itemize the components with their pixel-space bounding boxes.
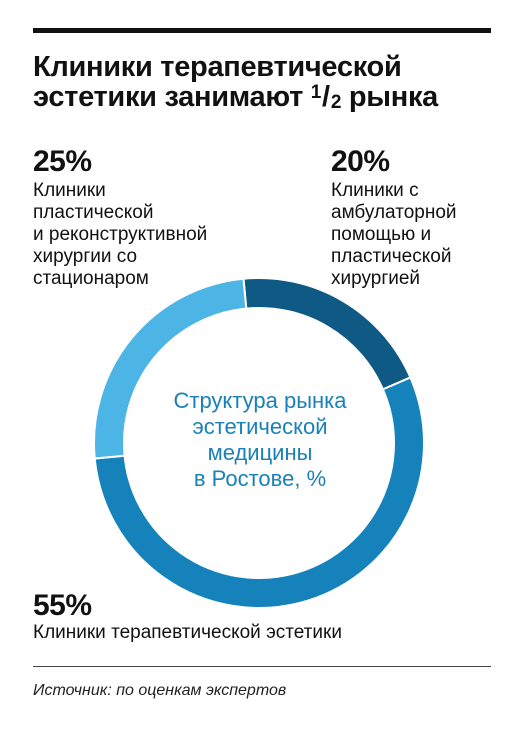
percent-therapeutic: 55% (33, 589, 92, 622)
donut-slice-plastic (93, 277, 248, 460)
percent-ambulatory: 20% (331, 145, 390, 178)
top-rule (33, 28, 491, 33)
title-fraction: 1/2 (310, 81, 342, 113)
donut-slice-ambulatory (242, 277, 412, 391)
source-note: Источник: по оценкам экспертов (33, 682, 287, 699)
percent-plastic: 25% (33, 145, 92, 178)
donut-slice-therapeutic (93, 376, 425, 609)
fraction-denominator: 2 (330, 92, 342, 113)
chart-title: Клиники терапевтической эстетики занимаю… (33, 51, 503, 113)
label-therapeutic: Клиники терапевтической эстетики (33, 622, 342, 643)
fraction-numerator: 1 (310, 82, 322, 103)
chart-center-label: Структура рынка эстетической медицины в … (173, 388, 347, 491)
label-ambulatory: Клиники с амбулаторной помощью и пластич… (331, 180, 457, 289)
title-main: Клиники терапевтической эстетики занимаю… (33, 51, 402, 113)
title-tail: рынка (348, 81, 438, 113)
label-plastic: Клиники пластической и реконструктивной … (33, 180, 208, 289)
bottom-rule (33, 666, 491, 667)
